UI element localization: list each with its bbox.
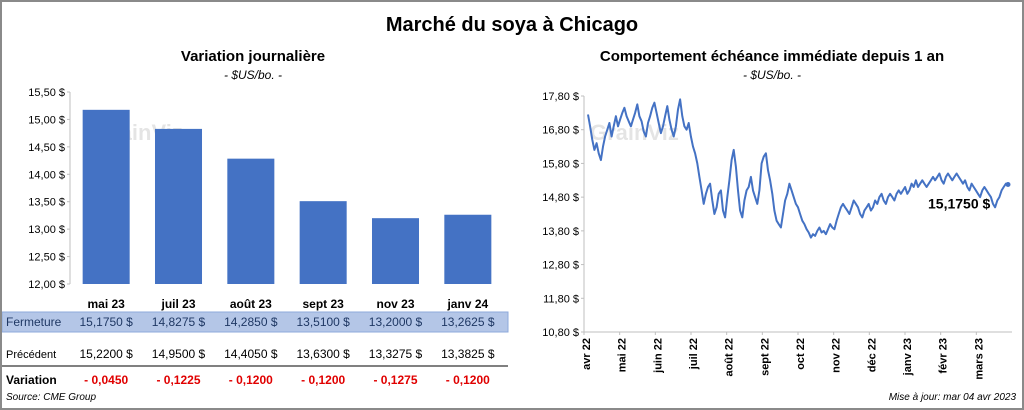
line-y-tick-label: 11,80 $ xyxy=(543,293,579,305)
bar-y-tick-label: 13,00 $ xyxy=(28,224,65,236)
line-x-tick-label: févr 23 xyxy=(938,338,950,373)
bar-4 xyxy=(299,201,347,284)
line-x-tick-label: mars 23 xyxy=(973,338,985,380)
last-point-marker xyxy=(1005,182,1011,187)
table-row-label: Précédent xyxy=(6,349,56,361)
left-chart-units: - $US/bo. - xyxy=(223,68,283,82)
line-x-tick-label: nov 22 xyxy=(831,338,843,373)
line-x-tick-label: août 22 xyxy=(724,338,736,377)
table-cell: 14,4050 $ xyxy=(224,347,278,361)
update-note: Mise à jour: mar 04 avr 2023 xyxy=(888,392,1016,403)
line-y-tick-label: 15,80 $ xyxy=(542,158,579,170)
line-x-tick-label: juin 22 xyxy=(652,338,664,374)
line-x-tick-label: avr 22 xyxy=(581,338,593,370)
bar-y-tick-label: 14,50 $ xyxy=(28,142,65,154)
table-row-label: Fermeture xyxy=(6,315,62,329)
bar-1 xyxy=(82,109,130,284)
table-row-label: Variation xyxy=(6,373,57,387)
bar-category-label: janv 24 xyxy=(446,297,488,311)
table-highlight-row xyxy=(2,311,509,333)
bar-chart: 12,00 $ 12,50 $ 13,00 $ 13,50 $ 14,00 $ 14,50… xyxy=(2,87,509,387)
line-x-tick-label: sept 22 xyxy=(759,338,771,376)
bar-category-label: mai 23 xyxy=(87,297,125,311)
table-cell: - 0,1200 xyxy=(446,373,490,387)
table-cell: 15,2200 $ xyxy=(79,347,133,361)
line-y-tick-label: 12,80 $ xyxy=(542,260,579,272)
line-y-tick-label: 14,80 $ xyxy=(542,192,579,204)
line-y-tick-label: 10,80 $ xyxy=(542,327,579,339)
table-cell: - 0,1275 xyxy=(373,373,417,387)
bar-y-tick-label: 12,50 $ xyxy=(28,252,65,264)
line-x-tick-label: juil 22 xyxy=(688,338,700,370)
line-y-tick-label: 13,80 $ xyxy=(542,226,579,238)
series-line-echeance xyxy=(587,98,1009,239)
bar-y-tick-label: 13,50 $ xyxy=(28,197,65,209)
bar-5 xyxy=(371,218,420,284)
table-cell: 13,5100 $ xyxy=(296,315,350,329)
right-chart-units: - $US/bo. - xyxy=(742,68,802,82)
table-cell: 15,1750 $ xyxy=(79,315,133,329)
table-cell: - 0,1225 xyxy=(156,373,200,387)
table-cell: 13,2000 $ xyxy=(369,315,423,329)
table-cell: - 0,0450 xyxy=(84,373,128,387)
line-x-tick-label: janv 23 xyxy=(902,338,914,376)
line-y-tick-label: 17,80 $ xyxy=(542,91,579,103)
table-cell: 14,9500 $ xyxy=(152,347,206,361)
table-cell: 13,6300 $ xyxy=(296,347,350,361)
bar-y-tick-label: 12,00 $ xyxy=(28,279,65,291)
bar-category-label: nov 23 xyxy=(376,297,414,311)
line-y-tick-label: 16,80 $ xyxy=(542,125,579,137)
table-cell: 13,3825 $ xyxy=(441,347,495,361)
bar-3 xyxy=(227,158,275,284)
left-chart-title: Variation journalière xyxy=(180,48,326,65)
bar-6 xyxy=(444,214,492,284)
page-title: Marché du soya à Chicago xyxy=(385,14,639,36)
bar-y-tick-label: 15,00 $ xyxy=(28,114,65,126)
line-x-tick-label: oct 22 xyxy=(795,338,807,370)
bar-y-tick-label: 14,00 $ xyxy=(28,169,65,181)
bar-2 xyxy=(154,128,203,284)
bar-category-label: sept 23 xyxy=(302,297,344,311)
table-cell: 14,8275 $ xyxy=(152,315,206,329)
line-chart: 10,80 $ 11,80 $ 12,80 $ 13,80 $ 14,80 $ 15,80… xyxy=(542,91,1012,380)
table-cell: - 0,1200 xyxy=(301,373,345,387)
bar-y-tick-label: 15,50 $ xyxy=(28,87,65,99)
bar-category-label: juil 23 xyxy=(160,297,195,311)
line-x-tick-label: déc 22 xyxy=(866,338,878,372)
table-cell: - 0,1200 xyxy=(229,373,273,387)
table-cell: 14,2850 $ xyxy=(224,315,278,329)
line-x-tick-label: mai 22 xyxy=(617,338,629,372)
right-chart-title: Comportement échéance immédiate depuis 1… xyxy=(599,48,945,65)
last-value-label: 15,1750 $ xyxy=(928,196,990,212)
source-note: Source: CME Group xyxy=(6,392,97,403)
bar-category-label: août 23 xyxy=(230,297,272,311)
table-cell: 13,2625 $ xyxy=(441,315,495,329)
table-cell: 13,3275 $ xyxy=(369,347,423,361)
